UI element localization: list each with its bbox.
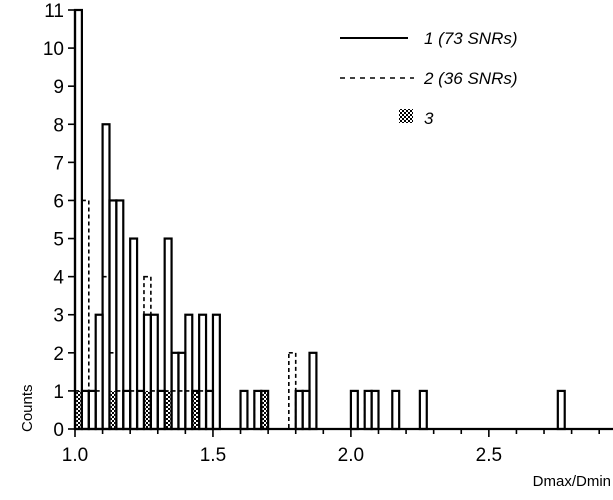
series-3-bar xyxy=(165,390,171,429)
legend-label-series-1: 1 (73 SNRs) xyxy=(424,29,518,48)
series-1-bar xyxy=(211,313,221,431)
y-tick-label: 0 xyxy=(53,420,64,441)
series-1-bar xyxy=(370,389,380,431)
y-tick-label: 10 xyxy=(43,39,64,60)
x-axis-label: Dmax/Dmin xyxy=(533,473,611,490)
series-3-bar xyxy=(76,390,81,429)
series-3-bar xyxy=(193,390,198,429)
y-tick-label: 7 xyxy=(53,153,64,174)
x-tick-label: 2.0 xyxy=(338,445,364,466)
y-tick-label: 1 xyxy=(53,382,64,403)
series-3-bar xyxy=(262,390,267,429)
series-3-bar xyxy=(145,390,150,429)
x-tick-label: 2.5 xyxy=(476,445,502,466)
series-2 xyxy=(74,199,380,430)
x-axis-ticks: 1.0 1.5 2.0 2.5 xyxy=(62,429,601,466)
y-tick-label: 2 xyxy=(53,344,64,365)
series-3 xyxy=(76,390,267,429)
series-1-bar xyxy=(418,389,428,431)
y-tick-label: 6 xyxy=(53,191,64,212)
series-1-bar xyxy=(556,389,566,431)
series-1-bar xyxy=(391,389,401,431)
legend-label-series-2: 2 (36 SNRs) xyxy=(423,69,518,88)
series-3-bar xyxy=(110,390,116,429)
y-tick-label: 3 xyxy=(53,306,64,327)
y-axis-label: Counts xyxy=(19,384,36,432)
y-tick-label: 5 xyxy=(53,230,64,251)
series-1-bar xyxy=(308,351,318,431)
y-tick-label: 11 xyxy=(44,1,64,22)
x-tick-label: 1.5 xyxy=(200,445,226,466)
legend-swatch-series-3 xyxy=(399,109,413,123)
y-tick-label: 4 xyxy=(53,268,64,289)
legend-label-series-3: 3 xyxy=(424,109,434,128)
legend: 1 (73 SNRs) 2 (36 SNRs) 3 xyxy=(340,29,518,128)
y-axis-ticks: 0 1 2 3 4 5 6 7 8 9 10 11 xyxy=(43,1,75,441)
y-tick-label: 9 xyxy=(53,77,64,98)
y-tick-label: 8 xyxy=(53,115,64,136)
axes xyxy=(73,10,613,431)
series-1-bar xyxy=(349,389,359,431)
x-tick-label: 1.0 xyxy=(62,445,88,466)
series-1-bar xyxy=(239,389,249,431)
